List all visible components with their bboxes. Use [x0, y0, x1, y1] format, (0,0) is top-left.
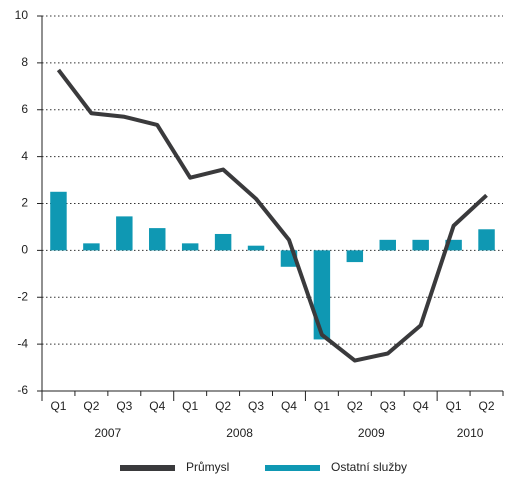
- y-tick-label: 10: [15, 8, 29, 22]
- x-tick-label: Q3: [248, 399, 264, 413]
- year-label: 2009: [358, 426, 385, 440]
- y-tick-label: -6: [17, 383, 28, 397]
- x-tick-label: Q1: [182, 399, 198, 413]
- bar: [181, 243, 199, 251]
- bar: [445, 239, 462, 251]
- legend-label: Ostatní služby: [331, 460, 407, 474]
- y-tick-label: -4: [17, 336, 28, 350]
- y-tick-label: -2: [17, 289, 28, 303]
- x-tick-label: Q2: [479, 399, 495, 413]
- x-tick-label: Q3: [380, 399, 396, 413]
- y-tick-label: 2: [21, 196, 28, 210]
- x-tick-label: Q2: [215, 399, 231, 413]
- bar: [247, 245, 265, 251]
- x-tick-label: Q4: [281, 399, 297, 413]
- bar: [478, 229, 495, 251]
- x-tick-label: Q2: [83, 399, 99, 413]
- x-tick-label: Q1: [50, 399, 66, 413]
- line: [56, 68, 488, 363]
- legend-label: Průmysl: [186, 460, 229, 474]
- bar: [116, 216, 133, 251]
- bar: [50, 191, 67, 251]
- bar: [379, 239, 396, 251]
- year-label: 2010: [457, 426, 484, 440]
- x-tick-label: Q1: [446, 399, 462, 413]
- bar: [83, 243, 100, 251]
- x-tick-label: Q2: [347, 399, 363, 413]
- bar: [412, 239, 429, 251]
- bar: [346, 250, 364, 263]
- year-label: 2007: [95, 426, 122, 440]
- x-tick-label: Q4: [413, 399, 429, 413]
- x-tick-label: Q4: [149, 399, 165, 413]
- y-tick-label: 0: [21, 243, 28, 257]
- year-label: 2008: [226, 426, 253, 440]
- x-tick-label: Q3: [116, 399, 132, 413]
- y-tick-label: 6: [21, 102, 28, 116]
- bar: [313, 250, 331, 340]
- y-tick-label: 4: [21, 149, 28, 163]
- bar: [214, 233, 232, 251]
- bar: [149, 228, 166, 251]
- x-tick-label: Q1: [314, 399, 330, 413]
- y-tick-label: 8: [21, 55, 28, 69]
